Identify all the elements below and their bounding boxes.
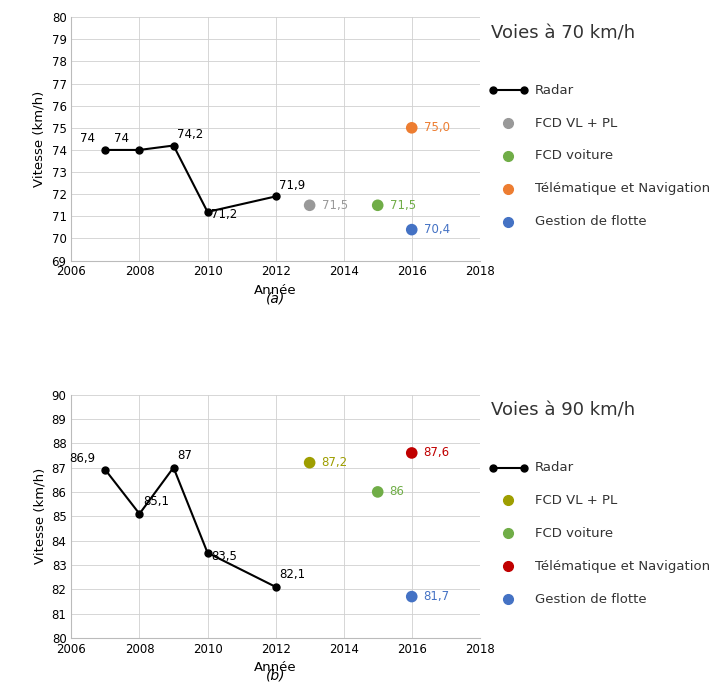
- Text: 87: 87: [177, 449, 192, 462]
- Point: [304, 200, 316, 211]
- Text: FCD voiture: FCD voiture: [535, 150, 613, 163]
- Text: 81,7: 81,7: [423, 590, 450, 603]
- Text: 86: 86: [390, 486, 405, 499]
- Text: FCD VL + PL: FCD VL + PL: [535, 494, 617, 507]
- Text: 87,2: 87,2: [321, 456, 348, 469]
- Text: Télématique et Navigation: Télématique et Navigation: [535, 560, 710, 573]
- Text: FCD voiture: FCD voiture: [535, 527, 613, 540]
- Text: 74: 74: [80, 132, 95, 145]
- Text: Voies à 90 km/h: Voies à 90 km/h: [491, 402, 635, 420]
- Text: (b): (b): [266, 669, 286, 683]
- Text: 75,0: 75,0: [423, 121, 450, 134]
- Text: 71,9: 71,9: [279, 178, 306, 191]
- Text: 85,1: 85,1: [143, 495, 169, 508]
- Point: [406, 224, 418, 235]
- Text: (a): (a): [266, 292, 285, 305]
- Point: [406, 122, 418, 133]
- Text: Radar: Radar: [535, 461, 574, 474]
- Y-axis label: Vitesse (km/h): Vitesse (km/h): [33, 468, 46, 565]
- Text: 74,2: 74,2: [177, 128, 203, 141]
- Text: Radar: Radar: [535, 84, 574, 97]
- Point: [372, 486, 383, 497]
- Text: 71,5: 71,5: [321, 199, 348, 212]
- Text: Gestion de flotte: Gestion de flotte: [535, 215, 646, 228]
- X-axis label: Année: Année: [254, 284, 297, 297]
- Text: 82,1: 82,1: [279, 569, 305, 582]
- Text: Gestion de flotte: Gestion de flotte: [535, 593, 646, 606]
- Text: 71,2: 71,2: [211, 209, 237, 221]
- Text: 71,5: 71,5: [390, 199, 416, 212]
- Text: Télématique et Navigation: Télématique et Navigation: [535, 182, 710, 196]
- Text: 86,9: 86,9: [69, 451, 95, 464]
- Point: [406, 591, 418, 602]
- Point: [304, 457, 316, 468]
- Text: 83,5: 83,5: [211, 550, 237, 563]
- Text: 70,4: 70,4: [423, 223, 450, 236]
- Text: FCD VL + PL: FCD VL + PL: [535, 117, 617, 130]
- Text: 74: 74: [114, 132, 129, 145]
- X-axis label: Année: Année: [254, 661, 297, 674]
- Point: [406, 447, 418, 458]
- Y-axis label: Vitesse (km/h): Vitesse (km/h): [33, 91, 46, 187]
- Point: [372, 200, 383, 211]
- Text: Voies à 70 km/h: Voies à 70 km/h: [491, 25, 635, 43]
- Text: 87,6: 87,6: [423, 447, 450, 460]
